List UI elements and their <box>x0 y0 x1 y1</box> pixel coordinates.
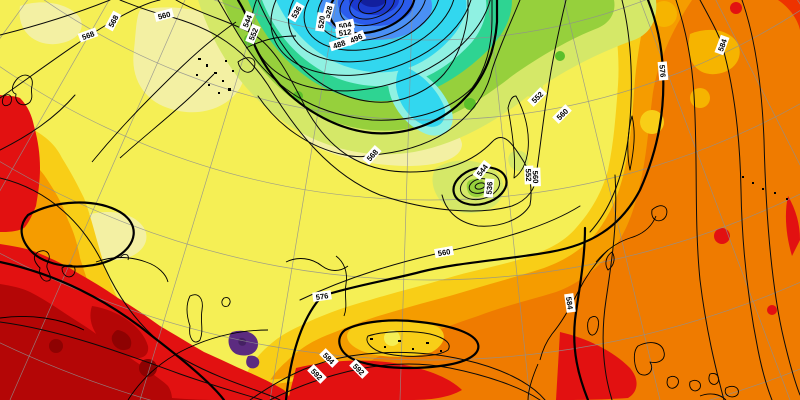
coastline-layer <box>0 21 788 400</box>
svg-text:552: 552 <box>524 169 533 182</box>
svg-text:488: 488 <box>332 38 347 50</box>
contour-label: 560 <box>434 245 454 259</box>
coast-blacksea <box>95 257 169 283</box>
contour-label: 576 <box>312 290 332 302</box>
island-speckles <box>196 58 788 352</box>
coast-britain <box>11 74 33 106</box>
svg-text:560: 560 <box>437 247 451 258</box>
coast-taiwan <box>587 316 599 336</box>
ridge-contour-ring <box>20 201 135 268</box>
coast-china <box>539 249 609 361</box>
svg-text:512: 512 <box>338 27 352 38</box>
svg-text:584: 584 <box>564 296 575 311</box>
coast-kamchatka <box>507 95 529 179</box>
coast-vietnam <box>527 363 539 400</box>
contour-label: 552 <box>245 23 261 45</box>
contour-label: 560 <box>153 8 175 22</box>
contour-label: 576 <box>657 61 669 81</box>
coast-caspian <box>186 294 203 343</box>
contour-label: 584 <box>564 293 576 313</box>
svg-text:568: 568 <box>81 29 96 42</box>
svg-text:528: 528 <box>323 5 335 20</box>
coast-ireland <box>1 94 13 107</box>
deep-low-core <box>359 0 387 7</box>
coast-luzon <box>633 342 665 376</box>
contour-label: 512 <box>335 26 355 38</box>
contour-label: 560 <box>531 167 541 187</box>
svg-text:520: 520 <box>316 15 327 29</box>
coast-korea <box>605 251 615 271</box>
svg-text:504: 504 <box>338 20 353 32</box>
svg-text:552: 552 <box>247 27 260 42</box>
contour-label: 520 <box>315 12 327 32</box>
contour-label: 536 <box>483 178 495 198</box>
contour-label: 488 <box>328 36 350 52</box>
coast-italy <box>33 250 51 282</box>
coast-sakhalin <box>627 115 635 171</box>
svg-text:536: 536 <box>485 181 495 194</box>
coast-aral <box>221 297 231 307</box>
coast-scandinavia <box>91 21 237 163</box>
svg-text:560: 560 <box>531 171 540 184</box>
svg-text:576: 576 <box>657 64 667 77</box>
contour-label: 568 <box>77 27 99 43</box>
svg-text:560: 560 <box>157 10 172 22</box>
svg-text:576: 576 <box>315 291 329 302</box>
contour-label: 584 <box>714 34 730 56</box>
svg-text:584: 584 <box>716 37 729 53</box>
